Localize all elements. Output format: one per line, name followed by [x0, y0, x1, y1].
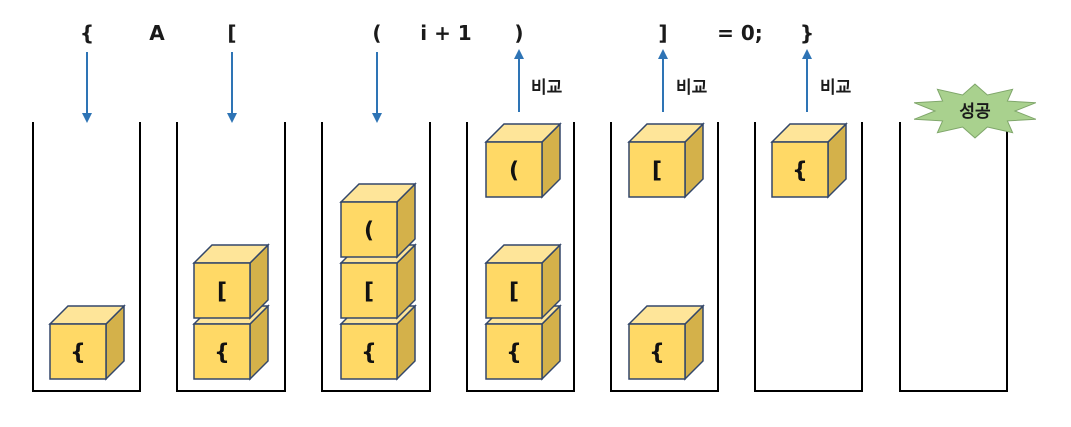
stack-box: [ [192, 243, 270, 320]
box-symbol: { [792, 159, 808, 184]
box-symbol: { [70, 341, 86, 366]
box-symbol: [ [509, 280, 519, 305]
box-front-face [485, 141, 543, 198]
stack-container-2 [176, 122, 286, 392]
box-front-face [628, 323, 686, 380]
stack-box: { [48, 304, 126, 381]
box-symbol: ( [509, 159, 519, 184]
popped-box: ( [484, 122, 562, 199]
stack-container-5 [610, 122, 719, 392]
stack-container-6 [754, 122, 863, 392]
token-close-paren: ) [514, 21, 523, 45]
stack-container-7 [899, 122, 1008, 392]
box-symbol: [ [652, 159, 662, 184]
token-i-plus-1: i + 1 [420, 21, 471, 45]
box-symbol: [ [217, 280, 227, 305]
compare-labels: 비교 비교 비교 [531, 78, 852, 98]
stack-container-4 [466, 122, 575, 392]
token-open-paren: ( [372, 21, 381, 45]
success-label: 성공 [959, 102, 991, 122]
box-symbol: { [506, 341, 522, 366]
box-symbol: { [214, 341, 230, 366]
token-open-bracket: [ [227, 21, 236, 45]
box-front-face [485, 262, 543, 319]
compare-label-2: 비교 [676, 78, 708, 98]
box-front-face [340, 323, 398, 380]
token-open-brace: { [80, 21, 94, 45]
popped-box: [ [627, 122, 705, 199]
box-front-face [193, 323, 251, 380]
compare-label-1: 비교 [531, 78, 563, 98]
box-symbol: [ [364, 280, 374, 305]
stack-container-1 [32, 122, 141, 392]
stack-container-3 [321, 122, 431, 392]
stack-boxes: { { [ { [ ( { [ ( { [ { [48, 122, 848, 381]
token-close-brace: } [800, 21, 814, 45]
stack-box: ( [339, 182, 417, 259]
box-front-face [485, 323, 543, 380]
box-front-face [193, 262, 251, 319]
arrows [82, 49, 812, 123]
token-row: { A [ ( i + 1 ) ] = 0; } [80, 21, 814, 45]
box-front-face [49, 323, 107, 380]
box-front-face [340, 201, 398, 258]
stacks [32, 122, 1008, 392]
box-symbol: ( [364, 219, 374, 244]
token-equals-zero: = 0; [717, 21, 763, 45]
success-star-shape [913, 83, 1037, 139]
success-star: 성공 [913, 83, 1037, 139]
token-a: A [149, 21, 165, 45]
box-front-face [771, 141, 829, 198]
box-front-face [628, 141, 686, 198]
token-close-bracket: ] [658, 21, 667, 45]
box-symbol: { [361, 341, 377, 366]
stack-box: { [627, 304, 705, 381]
popped-box: { [770, 122, 848, 199]
compare-label-3: 비교 [820, 78, 852, 98]
stack-box: [ [484, 243, 562, 320]
box-front-face [340, 262, 398, 319]
box-symbol: { [649, 341, 665, 366]
